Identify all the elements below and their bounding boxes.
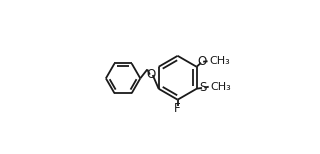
Text: O: O: [147, 68, 156, 81]
Text: F: F: [174, 102, 181, 115]
Text: CH₃: CH₃: [209, 56, 230, 66]
Text: S: S: [199, 81, 207, 94]
Text: O: O: [197, 55, 207, 68]
Text: CH₃: CH₃: [210, 82, 231, 92]
